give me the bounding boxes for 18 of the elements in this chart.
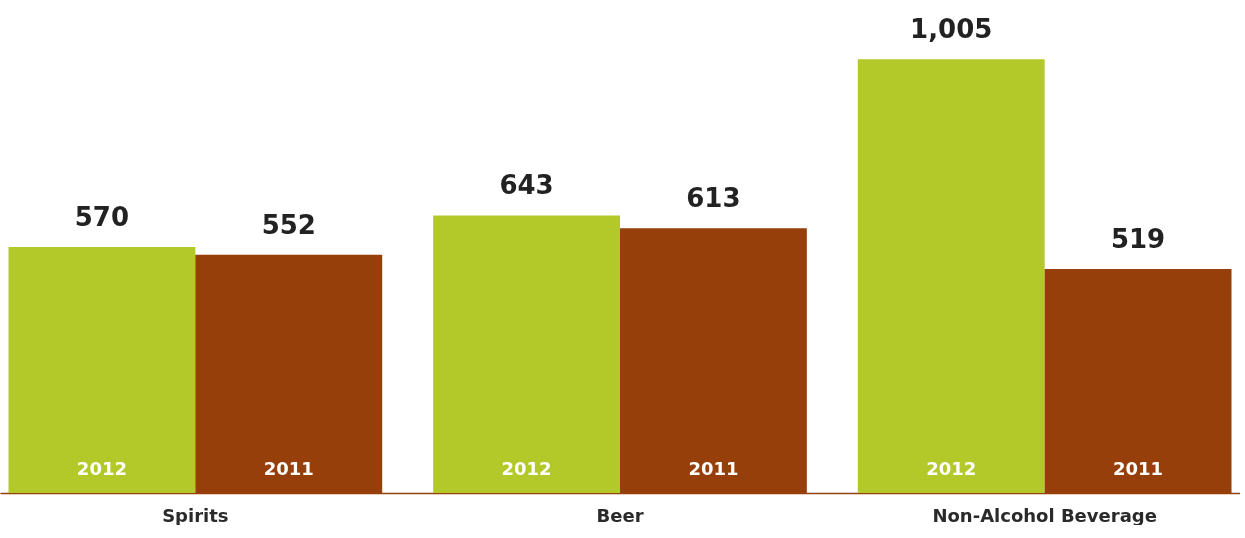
text: 2011 (688, 458, 739, 479)
series-label: 2011 (263, 458, 314, 479)
bar (433, 215, 620, 493)
x-tick-label: Non-Alcohol Beverage (932, 504, 1157, 526)
data-label: 570 (74, 201, 130, 232)
text: 2012 (926, 458, 977, 479)
data-label: 643 (499, 170, 554, 201)
bar (8, 246, 196, 493)
data-label: 613 (686, 183, 741, 214)
data-label: 1,005 (910, 14, 993, 45)
x-tick-label: Spirits (162, 504, 229, 526)
text: 2011 (1113, 458, 1164, 479)
text: 2012 (501, 458, 552, 479)
data-label: 552 (261, 209, 316, 240)
series-label: 2012 (76, 458, 127, 479)
data-label: 519 (1110, 223, 1166, 254)
x-tick-label: Beer (596, 504, 644, 526)
bar (857, 59, 1045, 493)
